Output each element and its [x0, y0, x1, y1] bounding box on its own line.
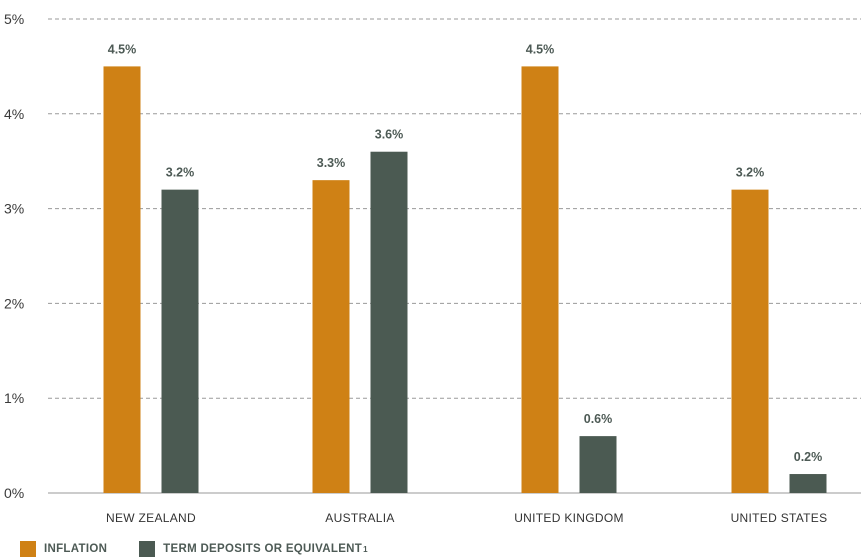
- y-tick-label: 4%: [4, 106, 24, 122]
- y-tick-label: 0%: [4, 485, 24, 501]
- legend-item-inflation: INFLATION: [20, 541, 107, 557]
- data-label: 4.5%: [526, 42, 555, 56]
- x-tick-label: UNITED KINGDOM: [514, 511, 624, 525]
- legend-swatch-inflation: [20, 541, 36, 557]
- data-label: 0.6%: [584, 412, 613, 426]
- bar: [312, 180, 350, 493]
- legend-label-term-deposits: TERM DEPOSITS OR EQUIVALENT: [163, 543, 363, 555]
- data-label: 3.3%: [317, 156, 346, 170]
- bar: [103, 66, 141, 494]
- y-tick-label: 2%: [4, 295, 24, 311]
- bar: [789, 474, 827, 493]
- data-label: 0.2%: [794, 450, 823, 464]
- x-tick-label: UNITED STATES: [731, 511, 828, 525]
- x-tick-label: AUSTRALIA: [325, 511, 394, 525]
- bar: [731, 189, 769, 493]
- data-label: 4.5%: [108, 42, 137, 56]
- legend-item-term-deposits: TERM DEPOSITS OR EQUIVALENT 1: [139, 541, 368, 557]
- y-tick-label: 5%: [4, 11, 24, 27]
- data-label: 3.2%: [736, 166, 765, 180]
- legend: INFLATION TERM DEPOSITS OR EQUIVALENT 1: [20, 541, 400, 557]
- x-tick-label: NEW ZEALAND: [106, 511, 196, 525]
- data-label: 3.6%: [375, 128, 404, 142]
- bar: [370, 151, 408, 493]
- bar: [161, 189, 199, 493]
- legend-footnote-marker: 1: [363, 544, 368, 554]
- bar: [579, 436, 617, 493]
- bar: [521, 66, 559, 494]
- legend-label-inflation: INFLATION: [44, 543, 108, 555]
- bar-chart: 0% 1% 2% 3% 4% 5% 4.5% 3.2% NEW ZEALAND 3.3% 3.6% A…: [4, 11, 861, 525]
- data-label: 3.2%: [166, 166, 195, 180]
- legend-swatch-term-deposits: [139, 541, 156, 557]
- y-tick-label: 1%: [4, 390, 24, 406]
- y-tick-label: 3%: [4, 201, 24, 217]
